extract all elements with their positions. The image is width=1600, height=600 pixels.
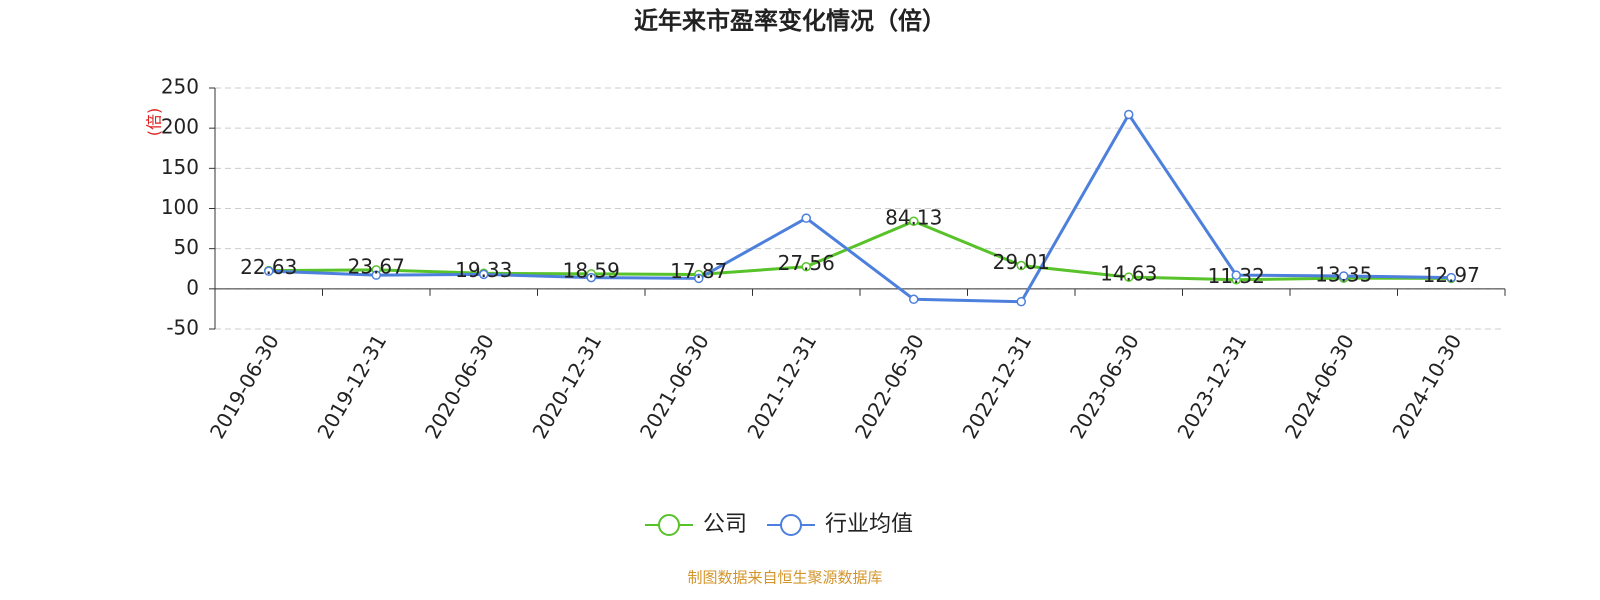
legend-item: 行业均值 <box>767 512 913 537</box>
x-tick-label: 2021-12-31 <box>742 330 821 443</box>
x-tick-label: 2022-06-30 <box>850 330 929 443</box>
point <box>371 270 381 280</box>
source-note: 制图数据来自恒生聚源数据库 <box>687 569 882 587</box>
data-label: 11.32 <box>1208 264 1265 288</box>
point <box>479 269 489 280</box>
series-line <box>268 111 1452 304</box>
data-label: 22.63 <box>240 255 297 279</box>
y-tick-label: 50 <box>174 235 199 259</box>
y-tick-label: 100 <box>161 195 199 219</box>
point <box>1124 109 1134 120</box>
point <box>801 261 811 272</box>
y-tick-label: 250 <box>161 75 199 99</box>
x-tick-label: 2024-10-30 <box>1387 330 1466 443</box>
y-tick-label: 0 <box>186 275 199 299</box>
data-label: 23.67 <box>348 254 405 278</box>
data-label: 12.97 <box>1423 263 1480 287</box>
data-label: 17.87 <box>670 259 727 283</box>
x-tick-label: 2022-12-31 <box>957 330 1036 443</box>
data-label: 29.01 <box>993 250 1050 274</box>
point <box>264 266 274 276</box>
x-tick-label: 2019-12-31 <box>312 330 391 443</box>
x-tick-label: 2024-06-30 <box>1280 330 1359 443</box>
point <box>1016 260 1026 271</box>
legend-item: 公司 <box>645 512 747 537</box>
x-tick-label: 2021-06-30 <box>635 330 714 443</box>
point <box>1446 272 1456 283</box>
legend-label: 公司 <box>703 512 747 537</box>
series-line <box>268 219 1452 282</box>
point <box>1339 271 1349 281</box>
y-axis-label: (倍) <box>145 108 164 137</box>
x-tick-label: 2023-12-31 <box>1172 330 1251 443</box>
point <box>1016 296 1026 307</box>
x-tick-label: 2023-06-30 <box>1065 330 1144 443</box>
point <box>801 213 811 223</box>
x-tick-label: 2020-06-30 <box>420 330 499 443</box>
data-label: 13.35 <box>1315 263 1372 287</box>
legend-marker <box>780 514 803 536</box>
data-label: 19.33 <box>455 258 512 282</box>
data-label: 18.59 <box>563 258 620 282</box>
point <box>909 216 919 226</box>
point <box>694 273 704 284</box>
y-tick-label: -50 <box>166 316 199 340</box>
x-tick-label: 2019-06-30 <box>205 330 284 443</box>
legend-label: 行业均值 <box>825 512 913 537</box>
point <box>1231 270 1241 280</box>
legend-marker <box>658 514 680 536</box>
point <box>586 272 596 283</box>
y-tick-label: 150 <box>161 155 199 179</box>
chart-title: 近年来市盈率变化情况（倍） <box>634 7 946 35</box>
point <box>909 294 919 305</box>
data-label: 14.63 <box>1100 262 1157 286</box>
data-label: 27.56 <box>778 251 835 275</box>
y-tick-label: 200 <box>161 115 199 139</box>
x-tick-label: 2020-12-31 <box>527 330 606 443</box>
point <box>1124 272 1134 282</box>
data-label: 84.13 <box>885 206 942 230</box>
